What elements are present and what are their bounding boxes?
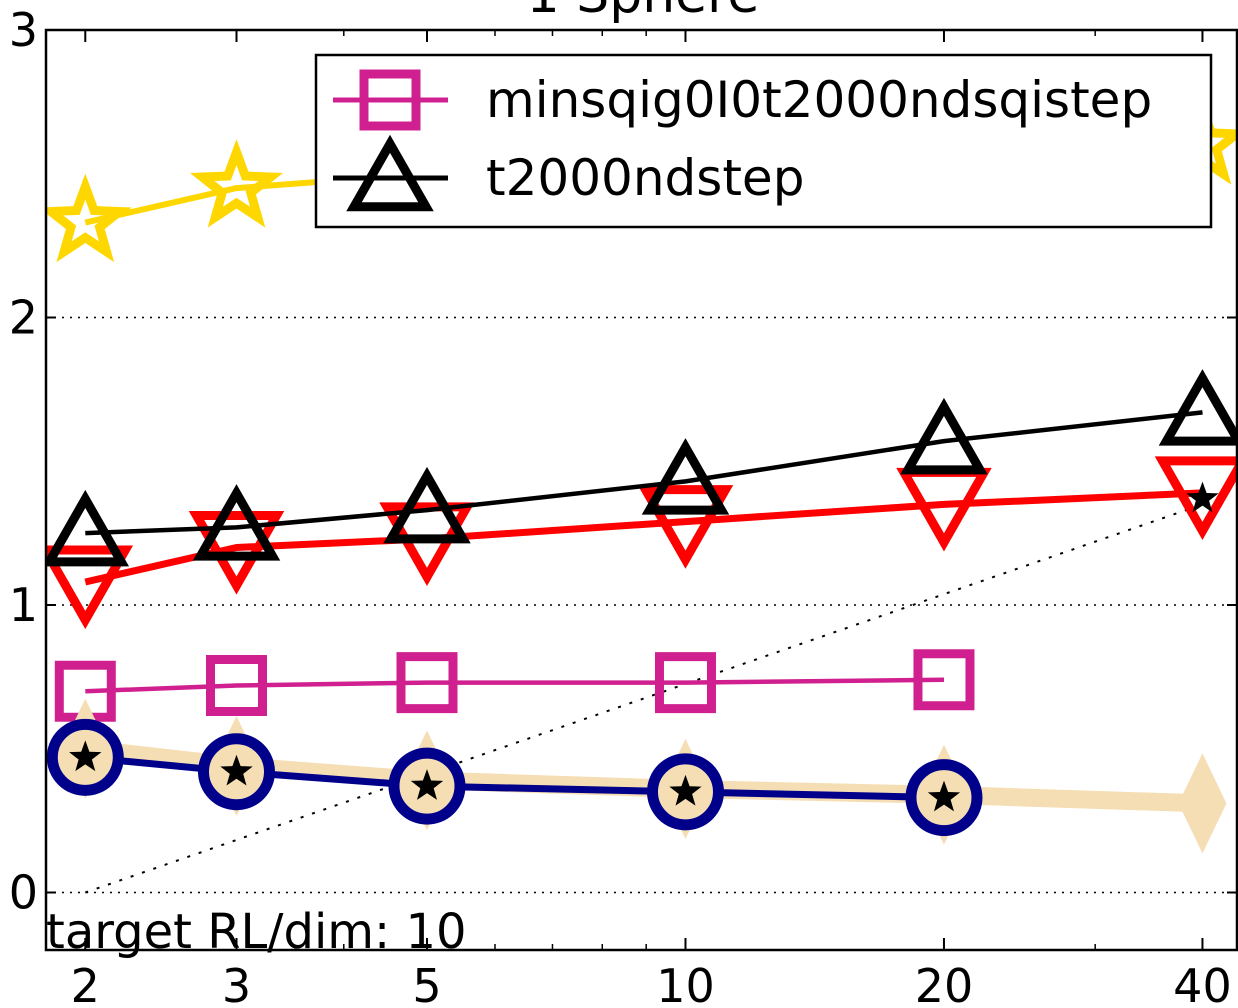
data-point-star	[220, 754, 253, 786]
data-point	[1186, 481, 1219, 513]
legend-label: minsqig0I0t2000ndsqistep	[486, 71, 1152, 129]
legend-marker	[346, 134, 434, 212]
target-annotation: target RL/dim: 10	[46, 904, 467, 960]
series-line	[85, 677, 945, 694]
series-line	[84, 489, 1203, 586]
data-point	[46, 545, 134, 630]
series-minsqig0I0t2000ndsqistep	[54, 649, 975, 722]
data-point	[383, 466, 471, 544]
series-t2000ndstep	[46, 369, 1238, 567]
data-point	[900, 397, 988, 475]
data-point-star	[69, 740, 102, 772]
data-point	[641, 438, 730, 515]
data-point-star	[410, 769, 444, 800]
series-series-5	[46, 718, 983, 837]
data-point	[1154, 456, 1238, 540]
data-point	[46, 173, 132, 263]
x-tick-label: 2	[71, 959, 100, 1008]
y-tick-label: 3	[9, 3, 38, 57]
data-point	[637, 485, 734, 569]
y-tick-label: 1	[9, 578, 38, 632]
chart-title: 1 Sphere	[527, 0, 760, 25]
data-point-star	[927, 780, 961, 812]
legend-box	[314, 53, 1213, 229]
y-tick-label: 2	[9, 291, 38, 345]
data-point	[913, 649, 975, 711]
data-point	[188, 511, 285, 595]
x-tick-label: 20	[915, 959, 974, 1008]
x-tick-label: 10	[656, 959, 715, 1008]
data-point	[654, 652, 716, 714]
data-point	[46, 489, 130, 567]
legend: minsqig0I0t2000ndsqistep t2000ndstep	[314, 53, 1213, 229]
legend-marker	[359, 69, 421, 131]
data-point-star	[669, 774, 702, 806]
x-tick-label: 40	[1173, 959, 1232, 1008]
data-point	[1158, 369, 1238, 446]
plot-frame	[44, 28, 1238, 952]
data-point	[396, 652, 458, 714]
data-point	[205, 655, 267, 716]
data-point	[1178, 753, 1227, 854]
data-point	[190, 139, 283, 228]
y-tick-label: 0	[9, 866, 38, 920]
reference-line	[84, 503, 1203, 894]
x-tick-label: 5	[412, 959, 441, 1008]
legend-label: t2000ndstep	[486, 149, 804, 207]
data-point	[192, 484, 281, 561]
x-tick-label: 3	[222, 959, 251, 1008]
